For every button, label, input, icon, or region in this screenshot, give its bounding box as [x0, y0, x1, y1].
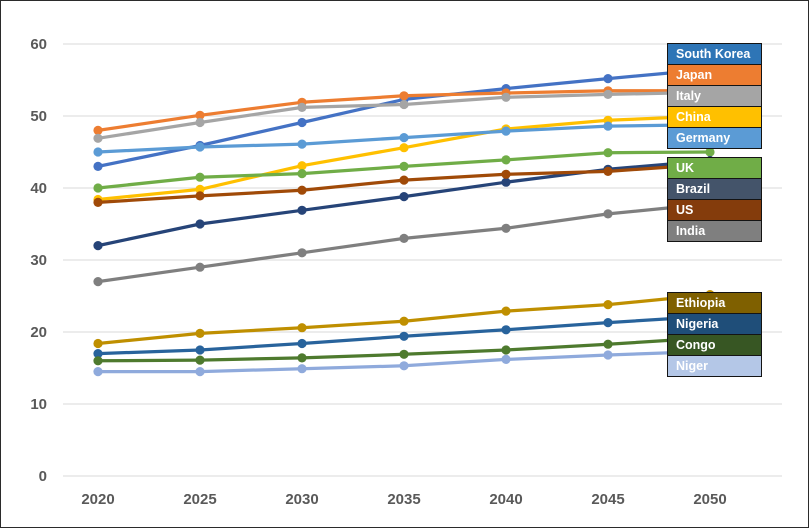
data-point-ethiopia-2020 [93, 338, 103, 349]
data-point-uk-2025 [195, 172, 205, 182]
data-point-italy-2020 [93, 133, 103, 143]
data-point-south-korea-2020 [93, 161, 103, 171]
data-point-south-korea-2050 [705, 64, 715, 74]
data-point-ethiopia-2030 [297, 323, 307, 333]
data-point-italy-2045 [603, 89, 613, 99]
data-point-ethiopia-2025 [195, 328, 205, 338]
data-point-india-2025 [195, 262, 205, 272]
data-point-congo-2040 [501, 345, 511, 355]
data-point-germany-2035 [399, 133, 409, 143]
data-point-italy-2050 [705, 87, 715, 97]
data-point-ethiopia-2035 [399, 316, 409, 326]
data-point-brazil-2025 [195, 219, 205, 229]
data-point-niger-2035 [399, 361, 409, 371]
data-point-congo-2045 [603, 339, 613, 349]
y-axis-tick-60: 60 [30, 36, 47, 53]
data-point-china-2050 [705, 111, 715, 121]
x-axis-tick-2025: 2025 [183, 491, 216, 508]
data-point-us-2025 [195, 191, 205, 201]
data-point-congo-2050 [705, 333, 715, 343]
data-point-nigeria-2030 [297, 338, 307, 349]
y-axis-tick-0: 0 [39, 468, 47, 485]
data-point-uk-2045 [603, 148, 613, 158]
y-axis-tick-30: 30 [30, 252, 47, 269]
data-point-uk-2050 [705, 147, 715, 157]
data-point-china-2035 [399, 143, 409, 153]
data-point-us-2050 [705, 159, 715, 169]
x-axis-tick-2040: 2040 [489, 491, 522, 508]
data-point-japan-2025 [195, 110, 205, 120]
data-point-china-2030 [297, 161, 307, 171]
y-axis-tick-20: 20 [30, 324, 47, 341]
data-point-niger-2045 [603, 350, 613, 360]
data-point-germany-2020 [93, 147, 103, 157]
data-point-uk-2030 [297, 169, 307, 179]
data-point-us-2020 [93, 197, 103, 207]
data-point-nigeria-2020 [93, 349, 103, 359]
data-point-nigeria-2040 [501, 325, 511, 335]
data-point-india-2035 [399, 233, 409, 243]
data-point-india-2040 [501, 223, 511, 233]
data-point-us-2045 [603, 166, 613, 176]
data-point-germany-2025 [195, 142, 205, 152]
data-point-india-2030 [297, 248, 307, 258]
data-point-congo-2030 [297, 353, 307, 363]
x-axis-tick-2035: 2035 [387, 491, 420, 508]
data-point-congo-2035 [399, 349, 409, 359]
data-point-nigeria-2050 [705, 311, 715, 321]
data-point-india-2050 [705, 199, 715, 209]
data-point-india-2020 [93, 277, 103, 287]
y-axis-tick-10: 10 [30, 396, 47, 413]
data-point-japan-2020 [93, 125, 103, 135]
y-axis-tick-50: 50 [30, 108, 47, 125]
data-point-germany-2045 [603, 121, 613, 131]
data-point-south-korea-2045 [603, 74, 613, 84]
data-point-congo-2020 [93, 356, 103, 366]
x-axis-tick-2050: 2050 [693, 491, 726, 508]
data-point-italy-2035 [399, 99, 409, 110]
series-line-brazil [96, 158, 712, 248]
data-point-niger-2030 [297, 364, 307, 374]
data-point-germany-2030 [297, 139, 307, 149]
x-axis-tick-2030: 2030 [285, 491, 318, 508]
data-point-italy-2040 [501, 92, 511, 102]
data-point-brazil-2040 [501, 177, 511, 187]
data-point-congo-2025 [195, 355, 205, 365]
data-point-japan-2035 [399, 91, 409, 101]
data-point-uk-2040 [501, 155, 511, 165]
data-point-china-2025 [195, 184, 205, 194]
data-point-nigeria-2045 [603, 318, 613, 328]
x-axis-tick-2020: 2020 [81, 491, 114, 508]
y-axis-tick-40: 40 [30, 180, 47, 197]
data-point-south-korea-2030 [297, 117, 307, 128]
series-line-china [96, 114, 712, 202]
data-point-nigeria-2035 [399, 331, 409, 341]
data-point-italy-2030 [297, 102, 307, 112]
x-axis-tick-2045: 2045 [591, 491, 624, 508]
data-point-niger-2020 [93, 367, 103, 377]
data-point-uk-2035 [399, 161, 409, 171]
data-point-germany-2040 [501, 126, 511, 136]
data-point-brazil-2020 [93, 241, 103, 251]
data-point-brazil-2035 [399, 192, 409, 202]
data-point-ethiopia-2050 [705, 290, 715, 300]
data-point-niger-2050 [705, 346, 715, 356]
data-point-us-2040 [501, 169, 511, 179]
data-point-niger-2040 [501, 354, 511, 364]
data-point-uk-2020 [93, 183, 103, 193]
data-point-ethiopia-2045 [603, 300, 613, 310]
data-point-nigeria-2025 [195, 345, 205, 355]
data-point-ethiopia-2040 [501, 306, 511, 316]
data-point-italy-2025 [195, 117, 205, 128]
data-point-india-2045 [603, 209, 613, 219]
data-point-us-2030 [297, 185, 307, 195]
data-point-niger-2025 [195, 367, 205, 377]
data-point-brazil-2030 [297, 205, 307, 215]
data-point-us-2035 [399, 175, 409, 185]
data-point-germany-2050 [705, 120, 715, 130]
